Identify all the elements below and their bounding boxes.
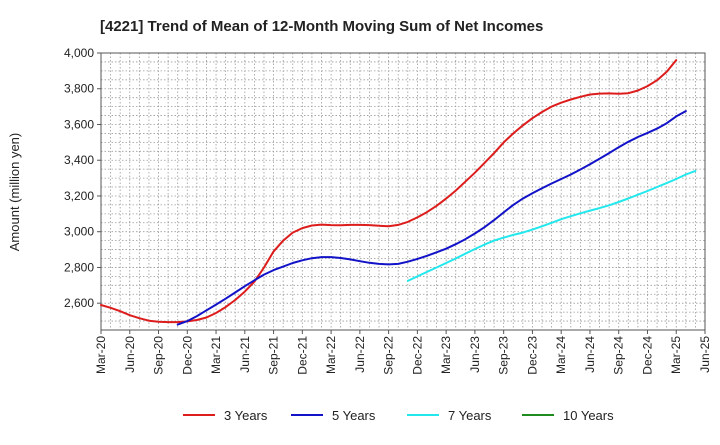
- series-line: [176, 110, 687, 326]
- x-tick-label: Jun-23: [468, 336, 482, 373]
- x-tick-label: Sep-20: [152, 336, 166, 375]
- x-tick-label: Jun-20: [123, 336, 137, 373]
- x-tick-label: Jun-22: [353, 336, 367, 373]
- series-line: [100, 59, 678, 324]
- plot-area: [100, 52, 706, 331]
- x-tick-label: Dec-22: [410, 336, 424, 375]
- x-tick-label: Sep-24: [612, 336, 626, 375]
- y-tick-label: 4,000: [64, 46, 94, 60]
- y-tick-label: 3,400: [64, 153, 94, 167]
- x-tick-label: Dec-23: [525, 336, 539, 375]
- x-tick-label: Mar-23: [439, 336, 453, 374]
- x-tick-label: Sep-22: [382, 336, 396, 375]
- x-tick-label: Sep-21: [267, 336, 281, 375]
- x-tick-label: Mar-22: [324, 336, 338, 374]
- y-tick-label: 2,800: [64, 260, 94, 274]
- x-tick-label: Jun-25: [698, 336, 712, 373]
- series-line: [406, 169, 697, 282]
- y-tick-label: 3,200: [64, 189, 94, 203]
- legend-label: 7 Years: [448, 408, 492, 423]
- y-tick-label: 3,800: [64, 82, 94, 96]
- x-tick-label: Sep-23: [497, 336, 511, 375]
- y-axis-label: Amount (million yen): [7, 133, 22, 252]
- y-tick-label: 3,000: [64, 225, 94, 239]
- legend-label: 5 Years: [332, 408, 376, 423]
- x-tick-label: Dec-24: [640, 336, 654, 375]
- x-tick-label: Dec-21: [295, 336, 309, 375]
- legend: 3 Years 5 Years 7 Years 10 Years: [183, 408, 614, 423]
- x-tick-label: Jun-24: [583, 336, 597, 373]
- x-tick-label: Jun-21: [238, 336, 252, 373]
- legend-label: 10 Years: [563, 408, 614, 423]
- y-tick-label: 3,600: [64, 117, 94, 131]
- x-tick-label: Mar-24: [554, 336, 568, 374]
- y-tick-label: 2,600: [64, 296, 94, 310]
- x-tick-label: Mar-20: [94, 336, 108, 374]
- x-tick-label: Mar-21: [209, 336, 223, 374]
- chart-title: [4221] Trend of Mean of 12-Month Moving …: [100, 18, 543, 35]
- y-axis: 2,600 2,800 3,000 3,200 3,400 3,600 3,800 4,000: [64, 46, 101, 310]
- series-lines: [100, 59, 697, 326]
- x-tick-label: Mar-25: [669, 336, 683, 374]
- x-axis: Mar-20 Jun-20 Sep-20 Dec-20 Mar-21 Jun-21 Sep-…: [94, 330, 712, 375]
- grid-lines: [100, 52, 706, 331]
- legend-label: 3 Years: [224, 408, 268, 423]
- x-tick-label: Dec-20: [180, 336, 194, 375]
